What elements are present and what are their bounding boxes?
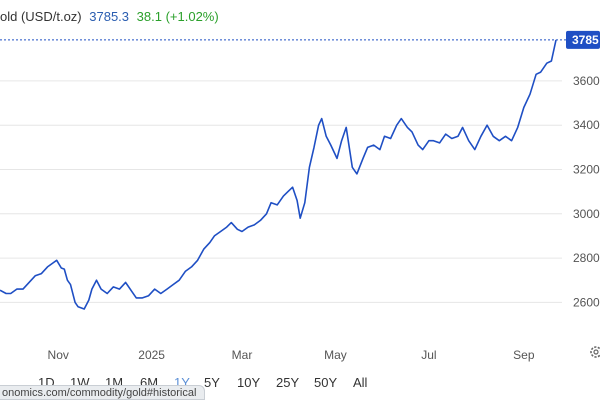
price-tag: 3785	[566, 30, 600, 49]
x-tick-label: Nov	[48, 348, 69, 362]
instrument-title: old (USD/t.oz)	[0, 9, 82, 24]
x-tick-label: 2025	[138, 348, 165, 362]
x-tick-label: Mar	[232, 348, 253, 362]
price-change: 38.1 (+1.02%)	[136, 9, 219, 24]
gear-icon[interactable]	[586, 344, 600, 360]
current-price: 3785.3	[89, 9, 130, 24]
chart-header: old (USD/t.oz) 3785.3 38.1 (+1.02%)	[0, 9, 223, 29]
y-tick-label: 2800	[573, 251, 600, 265]
range-button-5y[interactable]: 5Y	[204, 375, 220, 390]
y-tick-label: 2600	[573, 295, 600, 309]
price-tag-background	[566, 30, 600, 49]
x-axis: Nov 2025 Mar May Jul Sep	[48, 348, 535, 362]
grid-lines	[0, 80, 562, 303]
y-axis: 2600 2800 3000 3200 3400 3600	[573, 74, 600, 309]
y-tick-label: 3000	[573, 207, 600, 221]
range-button-25y[interactable]: 25Y	[276, 375, 300, 390]
range-button-50y[interactable]: 50Y	[314, 375, 338, 390]
x-tick-label: May	[324, 348, 347, 362]
x-tick-label: Jul	[421, 348, 436, 362]
status-url: onomics.com/commodity/gold#historical	[0, 385, 205, 400]
y-tick-label: 3600	[573, 74, 600, 88]
x-tick-label: Sep	[513, 348, 535, 362]
range-button-10y[interactable]: 10Y	[237, 375, 261, 390]
y-tick-label: 3200	[573, 163, 600, 177]
price-chart: 2600 2800 3000 3200 3400 3600 Nov 2025 Mar May Ju…	[0, 30, 600, 362]
y-tick-label: 3400	[573, 118, 600, 132]
price-series-line	[0, 39, 557, 310]
range-button-all[interactable]: All	[353, 375, 368, 390]
price-tag-label: 3785	[572, 33, 599, 47]
